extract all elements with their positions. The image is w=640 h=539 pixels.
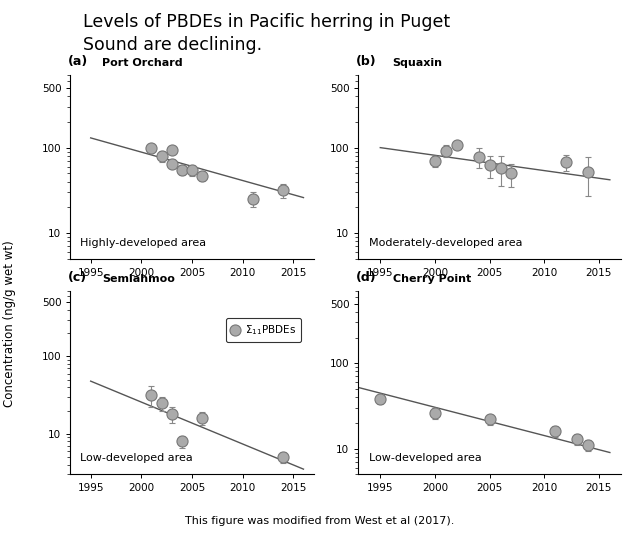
Legend: $\Sigma_{11}$PBDEs: $\Sigma_{11}$PBDEs: [226, 318, 301, 342]
Text: Semiahmoo: Semiahmoo: [102, 274, 175, 284]
Text: Highly-developed area: Highly-developed area: [80, 238, 206, 248]
Text: Low-developed area: Low-developed area: [369, 453, 482, 464]
Text: (b): (b): [356, 55, 376, 68]
Text: (a): (a): [68, 55, 88, 68]
Text: Concentration (ng/g wet wt): Concentration (ng/g wet wt): [3, 240, 16, 407]
Text: Levels of PBDEs in Pacific herring in Puget
Sound are declining.: Levels of PBDEs in Pacific herring in Pu…: [83, 13, 451, 54]
Text: This figure was modified from West et al (2017).: This figure was modified from West et al…: [186, 515, 454, 526]
Text: Port Orchard: Port Orchard: [102, 58, 182, 68]
Text: Cherry Point: Cherry Point: [392, 274, 471, 284]
Text: Low-developed area: Low-developed area: [80, 453, 193, 464]
Text: (d): (d): [356, 271, 376, 284]
Text: Moderately-developed area: Moderately-developed area: [369, 238, 522, 248]
Text: Squaxin: Squaxin: [392, 58, 442, 68]
Text: (c): (c): [68, 271, 87, 284]
